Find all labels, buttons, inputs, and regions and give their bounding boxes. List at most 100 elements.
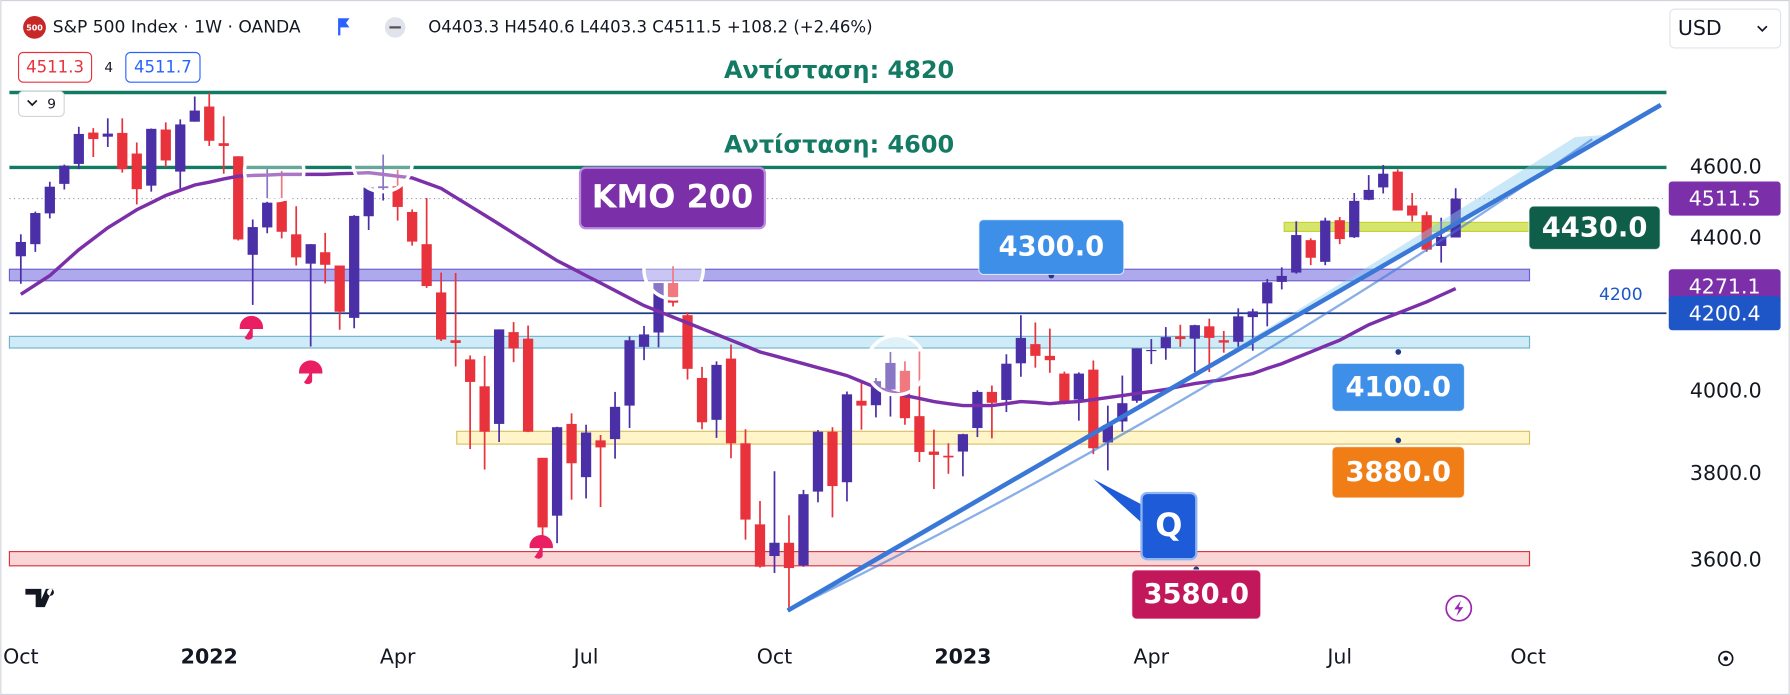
candle-body (392, 185, 403, 207)
candle-body (537, 457, 548, 528)
candle-body (812, 431, 824, 492)
candle-body (638, 334, 650, 347)
umbrella-icon (239, 315, 264, 340)
candle-body (798, 494, 809, 566)
candle-body (740, 443, 751, 520)
candle-body (609, 406, 621, 440)
spread: 4 (104, 60, 113, 76)
candle-body (160, 129, 171, 161)
candle-body (15, 241, 26, 257)
change: +108.2 (+2.46%) (727, 17, 873, 36)
axis-price-label: 4200.4 (1689, 301, 1761, 325)
candle-body (551, 427, 563, 516)
candle-body (1305, 240, 1316, 258)
q-callout-box (1140, 491, 1198, 561)
candle-body (1030, 344, 1041, 356)
resistance-label: Αντίσταση: 4820 (724, 56, 954, 84)
ohlc-label: H (504, 17, 516, 36)
y-tick-label: 4400.0 (1690, 226, 1762, 250)
chevron-icon (1757, 25, 1768, 33)
candle-body (580, 432, 592, 478)
price-tag-label: 3880.0 (1345, 457, 1451, 488)
candle-body (667, 283, 679, 303)
resistance-label: Αντίσταση: 4600 (724, 131, 954, 159)
ohlc-label: O (428, 17, 441, 36)
zone (8, 268, 1531, 282)
candle-body (407, 211, 418, 242)
price-tag-label: 4100.0 (1345, 372, 1451, 403)
candle-body (624, 340, 635, 406)
ma-callout: ΚΜΟ 200 (578, 166, 767, 230)
candle-body (508, 332, 519, 349)
buy-price: 4511.7 (134, 57, 192, 76)
axis-price-label: 4271.1 (1689, 275, 1761, 299)
candles (15, 93, 1461, 610)
candle-body (450, 340, 461, 343)
candle-body (856, 400, 867, 406)
candle-body (334, 265, 345, 312)
candle-body (1421, 215, 1432, 250)
chevron-icon (27, 99, 38, 107)
annotations: 4300.0 4100.0 3880.0 3580.0 4430.0 Αντίσταση:… (724, 56, 1661, 620)
buy-button[interactable] (125, 51, 201, 83)
legend: 500 S&P 500 Index · 1W · OANDA O4403.3 H… (17, 15, 873, 117)
candle-body (986, 391, 998, 403)
x-tick-label: 2023 (934, 644, 991, 668)
highlight-circle (242, 139, 306, 203)
price-tag-box (1131, 569, 1262, 620)
axis-price-tag (1668, 181, 1781, 216)
candle-body (1160, 337, 1171, 349)
candle-body (436, 292, 447, 340)
trend-line (786, 103, 1662, 613)
candle-body (247, 227, 258, 255)
candle-body (102, 133, 113, 137)
candle-body (1392, 171, 1403, 211)
y-tick-label: 3600.0 (1690, 547, 1762, 571)
tv-logo[interactable] (25, 588, 54, 608)
candle-body (943, 455, 954, 458)
candle-body (305, 244, 316, 264)
candle-body (754, 524, 766, 567)
symbol-title[interactable]: S&P 500 Index · 1W · OANDA (53, 17, 301, 37)
candle-body (870, 381, 882, 406)
candle-body (595, 440, 606, 448)
axis-price-tag (1668, 296, 1781, 331)
zone (456, 430, 1531, 445)
candle-body (378, 186, 389, 189)
candle-body (972, 391, 983, 429)
currency-button[interactable] (1669, 8, 1782, 49)
candle-body (464, 359, 476, 382)
candle-body (1102, 425, 1113, 443)
candle-body (44, 186, 55, 214)
axis-price-label: 4511.5 (1689, 187, 1761, 211)
price-tag-label: 3580.0 (1143, 579, 1249, 610)
candle-body (1146, 349, 1157, 352)
candle-body (1320, 220, 1331, 262)
q-callout-text: Q (1155, 506, 1182, 544)
umbrella-icon (298, 360, 323, 385)
candle-body (1131, 348, 1142, 401)
sell-button[interactable] (17, 51, 93, 83)
horizontal-line-label: 4200 (1599, 285, 1643, 305)
ma-callout-box (578, 166, 767, 230)
trend-curve (787, 138, 1593, 612)
candle-body (479, 386, 490, 432)
zones (8, 90, 1667, 567)
candle-body (1334, 220, 1345, 240)
candle-body (1291, 235, 1302, 273)
sell-price: 4511.3 (26, 57, 84, 76)
candle-body (204, 106, 215, 141)
price-tag-box (978, 219, 1125, 275)
indicators-toggle[interactable] (17, 90, 65, 117)
candle-body (1378, 173, 1389, 188)
settings-icon[interactable] (1718, 650, 1734, 667)
candle-body (1189, 325, 1200, 339)
candle-body (1117, 403, 1128, 422)
symbol-icon (23, 15, 46, 39)
currency: USD (1678, 16, 1722, 40)
candle-body (653, 283, 664, 333)
flag-icon[interactable] (338, 18, 350, 36)
price-axis-bg (1667, 51, 1789, 634)
